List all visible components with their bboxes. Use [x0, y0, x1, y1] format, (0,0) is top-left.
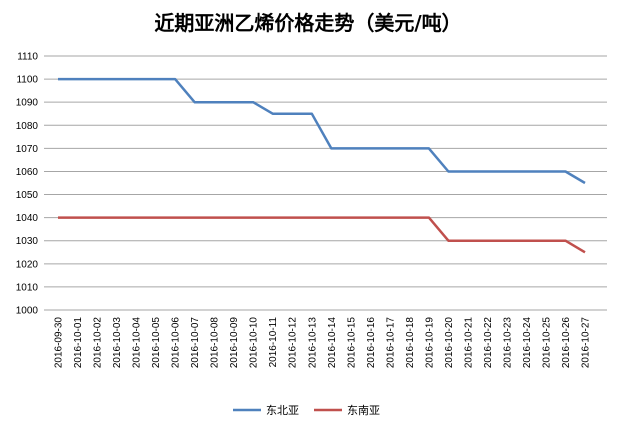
x-tick-label: 2016-10-27	[581, 317, 592, 369]
legend-label: 东北亚	[266, 404, 299, 417]
x-tick-label: 2016-10-26	[561, 317, 572, 369]
x-tick-label: 2016-10-19	[424, 317, 435, 369]
x-tick-label: 2016-10-05	[151, 317, 162, 369]
x-tick-label: 2016-10-08	[210, 317, 221, 369]
y-tick-label: 1020	[16, 259, 39, 270]
series-line-1	[58, 77, 586, 185]
y-tick-label: 1000	[16, 306, 39, 317]
x-tick-label: 2016-10-14	[327, 317, 338, 369]
y-tick-label: 1030	[16, 236, 39, 247]
y-tick-label: 1040	[16, 213, 39, 224]
y-tick-label: 1010	[16, 282, 39, 293]
x-tick-label: 2016-10-22	[483, 317, 494, 369]
chart-title: 近期亚洲乙烯价格走势（美元/吨）	[154, 11, 461, 35]
x-tick-label: 2016-10-15	[346, 317, 357, 369]
y-tick-label: 1070	[16, 144, 39, 155]
x-tick-label: 2016-10-24	[522, 317, 533, 369]
y-tick-label: 1080	[16, 121, 39, 132]
x-tick-label: 2016-10-07	[190, 317, 201, 369]
x-tick-label: 2016-10-17	[385, 317, 396, 369]
x-tick-label: 2016-10-09	[229, 317, 240, 369]
x-tick-label: 2016-10-12	[288, 317, 299, 369]
legend: 东北亚 东南亚	[233, 404, 380, 417]
grid-lines	[44, 55, 607, 311]
x-tick-label: 2016-10-16	[366, 317, 377, 369]
y-tick-label: 1110	[17, 52, 38, 63]
x-tick-label: 2016-10-21	[463, 317, 474, 369]
series-lines	[58, 77, 586, 254]
x-tick-label: 2016-10-13	[307, 317, 318, 369]
x-tick-label: 2016-10-23	[502, 317, 513, 369]
y-tick-label: 1090	[16, 98, 39, 109]
series-line-2	[58, 216, 586, 254]
legend-label: 东南亚	[347, 404, 380, 417]
x-tick-label: 2016-10-02	[93, 317, 104, 369]
x-tick-label: 2016-10-10	[249, 317, 260, 369]
y-tick-label: 1060	[16, 167, 39, 178]
y-axis-ticks: 1000 1010 1020 1030 1040 1050 1060 1070 1080 1090…	[16, 52, 39, 317]
y-tick-label: 1050	[16, 190, 39, 201]
x-tick-label: 2016-10-01	[73, 317, 84, 369]
x-axis-ticks: 2016-09-30 2016-10-01 2016-10-02 2016-10-03…	[54, 317, 592, 369]
x-tick-label: 2016-09-30	[54, 317, 65, 369]
y-tick-label: 1100	[16, 75, 38, 86]
x-tick-label: 2016-10-03	[112, 317, 123, 369]
x-tick-label: 2016-10-06	[171, 317, 182, 369]
x-tick-label: 2016-10-20	[444, 317, 455, 369]
x-tick-label: 2016-10-11	[268, 317, 279, 368]
x-tick-label: 2016-10-18	[405, 317, 416, 369]
x-tick-label: 2016-10-04	[132, 317, 143, 369]
x-tick-label: 2016-10-25	[542, 317, 553, 369]
